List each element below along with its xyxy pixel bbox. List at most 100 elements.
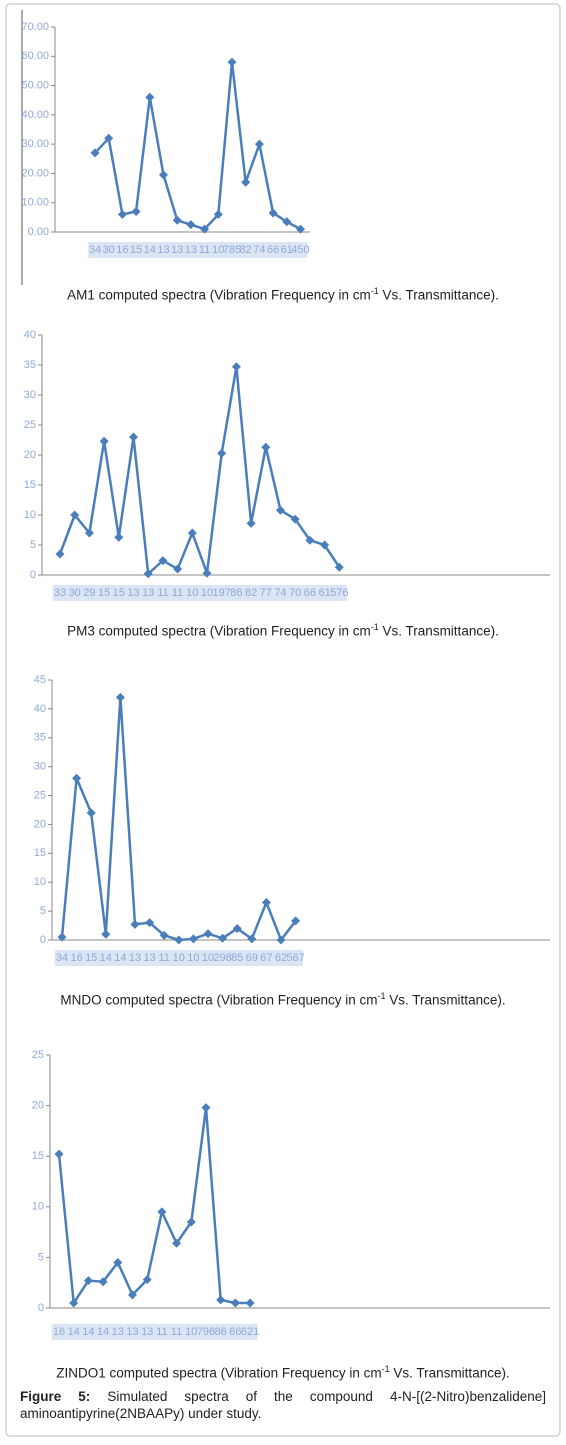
x-tick-label: 29 <box>83 587 95 599</box>
marker <box>157 1207 167 1217</box>
x-tick-label: 13 <box>142 587 154 599</box>
y-tick-label: 15 <box>34 847 46 859</box>
marker <box>130 919 140 929</box>
x-tick-label: 74 <box>274 587 286 599</box>
marker <box>172 215 182 225</box>
marker <box>98 1277 108 1287</box>
marker <box>117 209 127 219</box>
y-tick-label: 70.00 <box>21 21 49 33</box>
marker <box>99 436 109 446</box>
x-tick-label: 30 <box>69 587 81 599</box>
x-tick-label: 15 <box>130 244 142 256</box>
x-tick-label: 14 <box>97 1326 109 1338</box>
caption-sup: -1 <box>381 1364 390 1374</box>
y-tick-label: 25 <box>34 789 46 801</box>
marker <box>261 897 271 907</box>
y-tick-label: 5 <box>40 905 46 917</box>
marker <box>216 1295 226 1305</box>
marker <box>187 528 197 538</box>
x-tick-label: 14 <box>114 952 126 964</box>
x-tick-label: 11 <box>171 1326 182 1338</box>
x-tick-label: 11 <box>157 587 168 599</box>
marker <box>261 442 271 452</box>
marker <box>232 923 242 933</box>
marker <box>247 934 257 944</box>
x-tick-label: 14 <box>100 952 112 964</box>
marker <box>231 362 241 372</box>
marker <box>131 207 141 216</box>
y-tick-label: 20.00 <box>21 167 49 179</box>
caption: ZINDO1 computed spectra (Vibration Frequ… <box>0 1364 566 1381</box>
x-tick-label: 82 <box>240 244 252 256</box>
marker <box>282 217 292 227</box>
x-tick-label: 621 <box>241 1326 259 1338</box>
x-tick-label: 14 <box>82 1326 94 1338</box>
x-tick-label: 298 <box>213 952 231 964</box>
marker <box>115 692 125 702</box>
x-tick-label: 11 <box>158 952 169 964</box>
x-tick-label: 450 <box>291 244 309 256</box>
marker <box>186 220 196 230</box>
x-tick-label: 16 <box>53 1326 65 1338</box>
marker <box>227 57 237 67</box>
x-tick-label: 10 <box>201 587 213 599</box>
marker <box>101 929 111 939</box>
y-tick-label: 25 <box>24 419 36 431</box>
x-tick-label: 10 <box>185 1326 197 1338</box>
x-tick-label: 11 <box>156 1326 167 1338</box>
marker <box>90 148 100 158</box>
x-tick-label: 16 <box>70 952 82 964</box>
x-tick-label: 13 <box>143 952 155 964</box>
marker <box>158 556 168 566</box>
marker <box>290 514 300 524</box>
x-tick-label: 13 <box>157 244 169 256</box>
marker <box>143 569 153 579</box>
x-tick-label: 13 <box>185 244 197 256</box>
marker <box>128 1290 137 1300</box>
caption-rest: Vs. Transmittance). <box>378 287 499 303</box>
y-tick-label: 50.00 <box>21 79 49 91</box>
y-tick-label: 5 <box>38 1251 44 1263</box>
y-tick-label: 25 <box>32 1049 44 1061</box>
marker <box>276 935 286 945</box>
x-tick-label: 16 <box>116 244 128 256</box>
marker <box>54 1149 64 1159</box>
x-tick-label: 34 <box>89 244 101 256</box>
marker <box>217 448 227 458</box>
marker <box>334 562 344 572</box>
marker <box>246 518 256 528</box>
marker <box>188 934 198 944</box>
x-tick-label: 66 <box>304 587 316 599</box>
x-tick-label: 67 <box>260 952 272 964</box>
y-tick-label: 0 <box>30 569 36 581</box>
y-tick-label: 30 <box>24 389 36 401</box>
caption-text: AM1 computed spectra (Vibration Frequenc… <box>67 287 371 303</box>
x-tick-label: 13 <box>112 1326 124 1338</box>
y-tick-label: 20 <box>34 818 46 830</box>
x-tick-label: 66 <box>267 244 279 256</box>
x-tick-label: 10 <box>187 952 199 964</box>
x-label-band <box>51 1324 258 1340</box>
y-tick-label: 20 <box>32 1100 44 1112</box>
x-tick-label: 86 <box>215 1326 227 1338</box>
caption-rest: Vs. Transmittance). <box>385 992 506 1008</box>
y-tick-label: 10 <box>24 509 36 521</box>
x-tick-label: 30 <box>103 244 115 256</box>
marker <box>114 532 124 542</box>
x-tick-label: 33 <box>54 587 66 599</box>
marker <box>57 932 67 942</box>
x-tick-label: 85 <box>231 952 243 964</box>
x-tick-label: 197 <box>213 587 231 599</box>
x-tick-label: 13 <box>171 244 183 256</box>
x-tick-label: 66 <box>229 1326 241 1338</box>
y-tick-label: 30.00 <box>21 138 49 150</box>
marker <box>174 935 184 945</box>
marker <box>202 568 212 578</box>
x-tick-label: 14 <box>144 244 156 256</box>
x-tick-label: 34 <box>56 952 68 964</box>
marker <box>84 528 94 538</box>
marker <box>104 133 114 143</box>
marker <box>159 930 169 940</box>
frame <box>5 3 561 1437</box>
